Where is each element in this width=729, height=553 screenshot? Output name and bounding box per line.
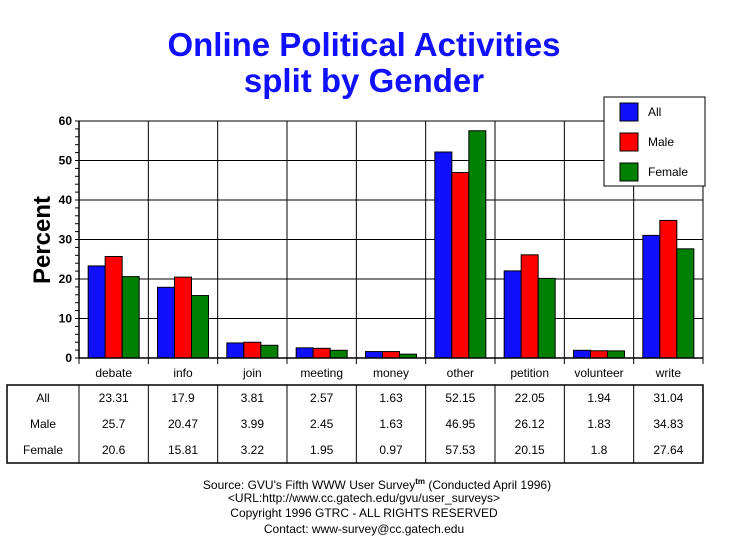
table-cell: 25.7 xyxy=(102,417,126,431)
bar-female-volunteer xyxy=(607,350,625,359)
x-tick-label: write xyxy=(655,366,682,380)
bar-all-join xyxy=(226,342,245,359)
table-cell: 20.47 xyxy=(168,417,198,431)
table-cell: 15.81 xyxy=(168,443,198,457)
bar-female-meeting xyxy=(329,349,348,359)
bar-male-write xyxy=(659,219,678,359)
bar-male-other xyxy=(451,172,470,359)
bar-male-join xyxy=(243,341,262,359)
table-cell: 3.99 xyxy=(241,417,265,431)
table-cell: 1.83 xyxy=(587,417,611,431)
bar-all-write xyxy=(642,234,661,359)
x-tick-label: money xyxy=(373,366,409,380)
bar-female-other xyxy=(468,130,487,359)
y-tick-label: 50 xyxy=(59,154,73,168)
bar-female-info xyxy=(191,295,209,359)
bar-female-petition xyxy=(537,277,556,359)
footer-source: Source: GVU's Fifth WWW User Surveytm (C… xyxy=(203,477,551,492)
y-tick-label: 30 xyxy=(59,233,73,247)
legend-swatch-all xyxy=(619,102,639,122)
table-cell: 0.97 xyxy=(379,443,403,457)
chart-title-line2: split by Gender xyxy=(244,62,484,99)
table-cell: 1.63 xyxy=(379,391,403,405)
x-tick-label: other xyxy=(447,366,474,380)
y-tick-label: 20 xyxy=(59,272,73,286)
table-cell: 1.94 xyxy=(587,391,611,405)
legend-label-male: Male xyxy=(648,135,674,149)
legend-swatch-female xyxy=(619,162,639,182)
table-cell: 3.22 xyxy=(241,443,265,457)
bar-all-volunteer xyxy=(573,349,591,359)
table-cell: 34.83 xyxy=(653,417,683,431)
legend-swatch-male xyxy=(619,132,639,152)
y-tick-label: 60 xyxy=(59,114,73,128)
x-tick-label: info xyxy=(173,366,193,380)
table-row-header: Female xyxy=(23,443,63,457)
bar-all-info xyxy=(157,286,175,359)
bar-female-debate xyxy=(121,276,140,359)
table-cell: 1.95 xyxy=(310,443,334,457)
table-row-header: Male xyxy=(30,417,56,431)
table-cell: 3.81 xyxy=(241,391,265,405)
bar-all-meeting xyxy=(295,347,314,359)
table-cell: 26.12 xyxy=(515,417,545,431)
y-axis-label: Percent xyxy=(29,196,56,284)
table-cell: 1.8 xyxy=(591,443,608,457)
bar-male-meeting xyxy=(312,347,331,359)
footer-copyright: Copyright 1996 GTRC - ALL RIGHTS RESERVE… xyxy=(230,506,498,520)
table-cell: 2.57 xyxy=(310,391,334,405)
x-tick-label: meeting xyxy=(300,366,343,380)
x-tick-label: volunteer xyxy=(574,366,623,380)
y-tick-label: 10 xyxy=(59,312,73,326)
table-cell: 22.05 xyxy=(515,391,545,405)
bar-male-volunteer xyxy=(590,350,608,359)
y-tick-label: 0 xyxy=(65,351,72,365)
bar-male-info xyxy=(174,276,192,359)
bar-all-debate xyxy=(87,265,106,359)
x-tick-label: join xyxy=(242,366,262,380)
x-tick-label: debate xyxy=(95,366,132,380)
table-row-header: All xyxy=(36,391,49,405)
y-tick-label: 40 xyxy=(59,193,73,207)
table-cell: 52.15 xyxy=(445,391,475,405)
table-cell: 20.15 xyxy=(515,443,545,457)
data-table-border xyxy=(6,384,704,464)
footer-contact: Contact: www-survey@cc.gatech.edu xyxy=(264,522,464,536)
bar-male-money xyxy=(382,351,400,359)
table-cell: 23.31 xyxy=(99,391,129,405)
bar-female-join xyxy=(260,344,279,359)
bar-all-money xyxy=(365,351,383,359)
bar-female-write xyxy=(676,248,695,359)
x-tick-label: petition xyxy=(510,366,549,380)
bar-male-petition xyxy=(520,254,539,359)
legend-label-female: Female xyxy=(648,165,688,179)
bar-all-other xyxy=(434,151,453,359)
table-cell: 20.6 xyxy=(102,443,126,457)
table-cell: 57.53 xyxy=(445,443,475,457)
table-cell: 2.45 xyxy=(310,417,334,431)
table-cell: 1.63 xyxy=(379,417,403,431)
chart-title-line1: Online Political Activities xyxy=(167,26,560,63)
bar-all-petition xyxy=(503,270,522,359)
bar-male-debate xyxy=(104,255,123,359)
table-cell: 31.04 xyxy=(653,391,683,405)
table-cell: 46.95 xyxy=(445,417,475,431)
footer-url: <URL:http://www.cc.gatech.edu/gvu/user_s… xyxy=(228,491,500,505)
table-cell: 17.9 xyxy=(171,391,195,405)
legend-label-all: All xyxy=(648,105,661,119)
table-cell: 27.64 xyxy=(653,443,683,457)
